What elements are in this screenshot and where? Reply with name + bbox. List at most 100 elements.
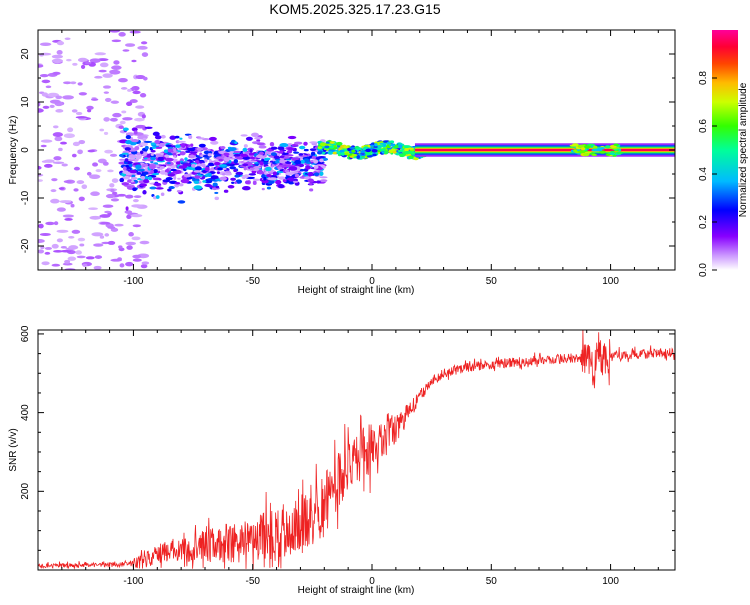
heatmap-cell — [122, 170, 129, 174]
spectrogram-ytick-label: 0 — [20, 147, 31, 153]
heatmap-cell — [107, 169, 114, 173]
heatmap-cell — [64, 37, 71, 41]
heatmap-cell — [75, 116, 88, 119]
heatmap-cell — [110, 258, 122, 262]
heatmap-cell — [243, 144, 248, 148]
heatmap-cell — [317, 146, 322, 149]
heatmap-cell — [379, 141, 384, 144]
heatmap-cell — [128, 163, 133, 168]
heatmap-cell — [118, 245, 123, 249]
spectrogram-frame — [37, 29, 676, 271]
heatmap-cell — [255, 154, 264, 159]
heatmap-cell — [164, 169, 170, 173]
heatmap-cell — [298, 153, 304, 156]
heatmap-cell — [277, 146, 285, 151]
heatmap-cell — [126, 245, 133, 250]
heatmap-cell — [167, 173, 176, 177]
heatmap-cell — [304, 176, 311, 180]
heatmap-cell — [50, 198, 60, 204]
heatmap-cell — [111, 39, 122, 43]
heatmap-cell — [218, 158, 224, 162]
heatmap-cell — [72, 141, 80, 147]
heatmap-cell — [343, 145, 349, 149]
snr-series-line — [38, 330, 675, 570]
spectrogram-xtick-label: 50 — [486, 276, 498, 287]
heatmap-cell — [103, 131, 109, 135]
heatmap-cell — [53, 156, 62, 161]
heatmap-cell — [135, 124, 146, 129]
heatmap-cell — [71, 153, 77, 158]
heatmap-cell — [221, 167, 227, 171]
heatmap-cell — [569, 144, 577, 147]
heatmap-cell — [167, 188, 172, 192]
heatmap-cell — [226, 163, 234, 166]
heatmap-cell — [282, 179, 287, 183]
heatmap-cell — [242, 147, 248, 152]
heatmap-cell — [404, 151, 410, 155]
heatmap-cell — [64, 217, 73, 221]
heatmap-cell — [191, 177, 196, 180]
heatmap-cell — [324, 145, 330, 149]
heatmap-cell — [150, 153, 154, 156]
heatmap-cell — [85, 256, 95, 260]
heatmap-cell — [109, 117, 118, 122]
heatmap-cell — [388, 144, 396, 147]
spectrogram-xtick-label: -50 — [245, 276, 260, 287]
heatmap-cell — [93, 243, 104, 247]
heatmap-cell — [122, 49, 130, 52]
heatmap-cell — [365, 153, 371, 156]
heatmap-cell — [158, 142, 166, 147]
heatmap-cell — [62, 95, 75, 100]
heatmap-cell — [229, 157, 236, 160]
heatmap-cell — [139, 93, 147, 98]
heatmap-cell — [38, 249, 45, 254]
heatmap-cell — [227, 184, 235, 189]
heatmap-cell — [166, 148, 176, 153]
heatmap-cell — [125, 241, 137, 246]
heatmap-cell — [70, 203, 75, 208]
spectrogram-xlabel: Height of straight line (km) — [298, 285, 415, 296]
heatmap-cell — [177, 200, 186, 204]
heatmap-cell — [39, 232, 51, 236]
heatmap-cell — [71, 109, 78, 113]
colorbar-tick-label: 0.6 — [698, 119, 709, 133]
snr-line-layer — [38, 330, 675, 570]
heatmap-cell — [149, 186, 157, 190]
heatmap-cell — [216, 171, 221, 175]
heatmap-cell — [135, 75, 146, 80]
heatmap-cell — [234, 181, 238, 184]
heatmap-cell — [51, 243, 59, 249]
heatmap-cell — [112, 112, 122, 118]
heatmap-cell — [189, 154, 195, 159]
colorbar-label: Normalized spectral amplitude — [738, 82, 749, 217]
heatmap-cell — [152, 131, 160, 137]
heatmap-cell — [104, 149, 113, 154]
heatmap-cell — [78, 196, 85, 202]
heatmap-cell — [165, 176, 173, 181]
heatmap-cell — [40, 144, 47, 148]
heatmap-cell — [178, 183, 184, 187]
heatmap-cell — [52, 161, 65, 165]
heatmap-cell — [148, 176, 153, 181]
heatmap-cell — [242, 163, 249, 167]
heatmap-cell — [108, 30, 121, 33]
heatmap-cell — [356, 154, 360, 159]
heatmap-cell — [68, 236, 75, 239]
heatmap-cell — [58, 187, 65, 190]
heatmap-cell — [258, 151, 264, 156]
heatmap-cell — [41, 79, 51, 84]
heatmap-cell — [297, 163, 305, 168]
heatmap-cell — [152, 168, 158, 174]
snr-ylabel: SNR (v/v) — [8, 428, 19, 471]
colorbar-tick-label: 0.0 — [698, 263, 709, 277]
heatmap-cell — [94, 75, 103, 79]
heatmap-cell — [372, 153, 377, 157]
heatmap-cell — [311, 155, 316, 160]
heatmap-cell — [114, 223, 124, 227]
heatmap-cell — [137, 144, 142, 147]
spectrogram-ytick-label: 20 — [20, 48, 31, 60]
heatmap-cell — [407, 147, 414, 150]
heatmap-cell — [92, 162, 99, 167]
heatmap-cell — [218, 164, 227, 167]
